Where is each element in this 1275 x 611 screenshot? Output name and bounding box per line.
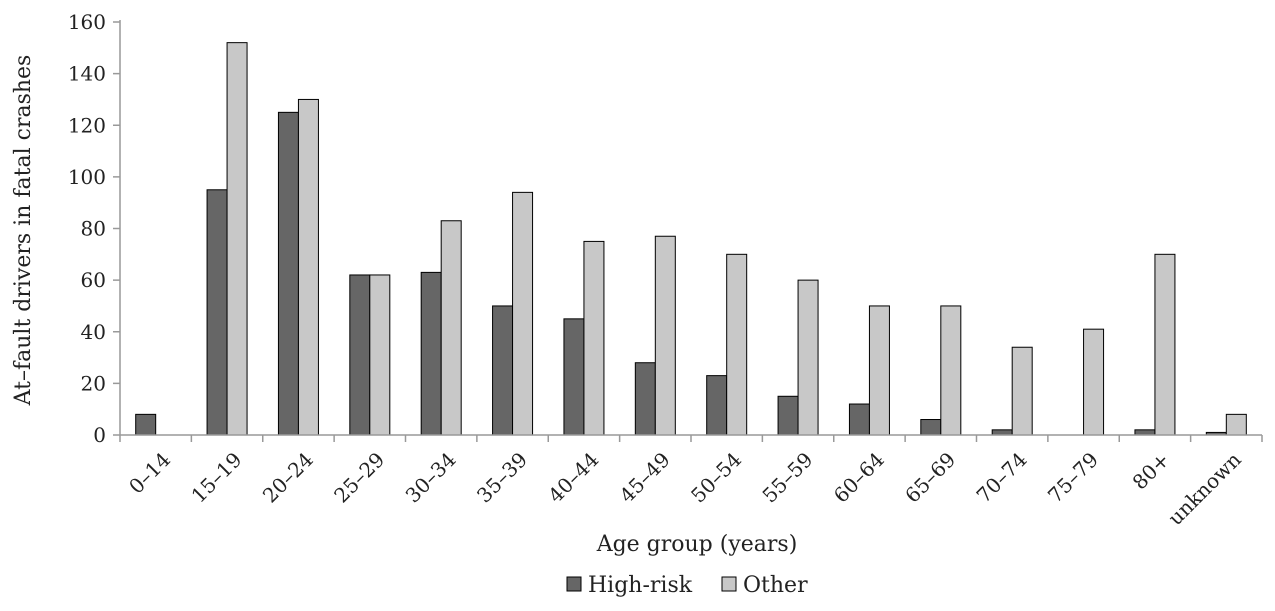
bar-other — [1154, 253, 1176, 436]
bar-high-risk — [492, 305, 514, 436]
legend-swatch-other — [721, 576, 737, 592]
bar-high-risk — [420, 271, 442, 436]
x-tick-label: 20–24 — [258, 447, 318, 507]
bar-high-risk — [634, 362, 656, 436]
y-tick-label: 20 — [81, 371, 106, 395]
y-tick-label: 140 — [68, 62, 106, 86]
y-tick-label: 80 — [81, 217, 106, 241]
bar-high-risk — [349, 274, 371, 436]
bar-other — [868, 305, 890, 436]
x-tick-label: 35–39 — [472, 447, 532, 507]
x-tick-label: 70–74 — [972, 447, 1032, 507]
bar-other — [583, 240, 605, 436]
x-tick-label: 75–79 — [1043, 447, 1103, 507]
x-tick-label: 40–44 — [543, 447, 603, 507]
y-tick-label: 120 — [68, 113, 106, 137]
bar-high-risk — [920, 419, 942, 436]
bar-high-risk — [706, 375, 728, 436]
x-tick-label: 65–69 — [900, 447, 960, 507]
y-tick-label: 40 — [81, 320, 106, 344]
bar-high-risk — [563, 318, 585, 436]
bar-other — [1011, 346, 1033, 436]
y-axis-title: At–fault drivers in fatal crashes — [11, 55, 36, 407]
bar-other — [512, 191, 534, 436]
legend-label-high-risk: High-risk — [588, 573, 693, 598]
bar-high-risk — [1134, 429, 1156, 436]
bar-other — [797, 279, 819, 436]
y-tick-label: 60 — [81, 268, 106, 292]
bar-high-risk — [135, 413, 157, 436]
bar-other — [726, 253, 748, 436]
bar-high-risk — [848, 403, 870, 436]
x-axis-title: Age group (years) — [596, 532, 798, 557]
x-tick-label: 30–34 — [401, 447, 461, 507]
x-tick-label: 50–54 — [686, 447, 746, 507]
bar-other — [654, 235, 676, 436]
legend: High-risk Other — [566, 573, 808, 598]
x-tick-label: 60–64 — [829, 447, 889, 507]
bar-other — [940, 305, 962, 436]
bar-other — [1083, 328, 1105, 436]
bar-high-risk — [777, 395, 799, 436]
y-tick-label: 160 — [68, 10, 106, 34]
x-tick-label: 0–14 — [124, 447, 175, 498]
x-tick-label: 45–49 — [615, 447, 675, 507]
x-tick-label: 80+ — [1128, 447, 1175, 494]
x-tick-label: 55–59 — [757, 447, 817, 507]
bars — [135, 42, 1247, 436]
bar-other — [297, 98, 319, 436]
x-axis-ticks: 0–14 15–19 20–24 25–29 30–34 35–39 40–44 45–49 5… — [119, 435, 1263, 530]
bar-other — [369, 274, 391, 436]
bar-other — [226, 42, 248, 436]
x-tick-label: 15–19 — [186, 447, 246, 507]
y-axis-ticks: 0 20 40 60 80 100 120 140 160 — [68, 10, 120, 447]
bar-other — [1225, 413, 1247, 436]
bar-high-risk — [277, 111, 299, 436]
bar-other — [440, 220, 462, 436]
y-tick-label: 0 — [93, 423, 106, 447]
legend-swatch-high-risk — [566, 576, 582, 592]
y-tick-label: 100 — [68, 165, 106, 189]
legend-label-other: Other — [743, 573, 808, 598]
x-tick-label: unknown — [1163, 447, 1246, 530]
bar-high-risk — [991, 429, 1013, 436]
x-tick-label: 25–29 — [329, 447, 389, 507]
bar-high-risk — [206, 189, 228, 436]
